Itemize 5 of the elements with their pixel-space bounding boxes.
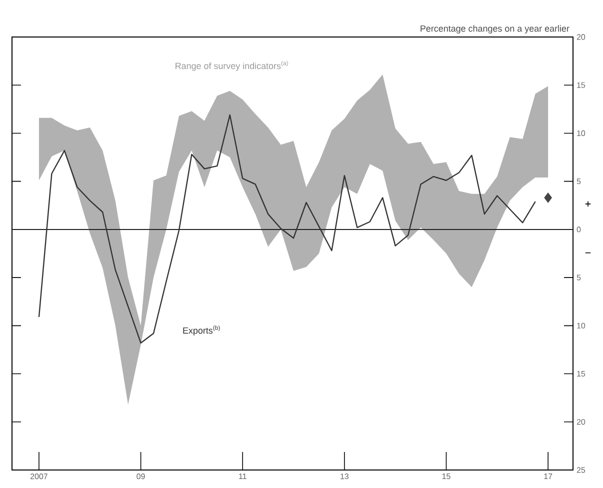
text: + (585, 201, 591, 207)
text: − (585, 252, 591, 254)
text: Exports$^{(b)}$ (183, 325, 220, 336)
annotation: Range of survey indicators$^{(a)}$ (176, 60, 288, 71)
text: Percentage changes on a year earlier (420, 25, 570, 34)
